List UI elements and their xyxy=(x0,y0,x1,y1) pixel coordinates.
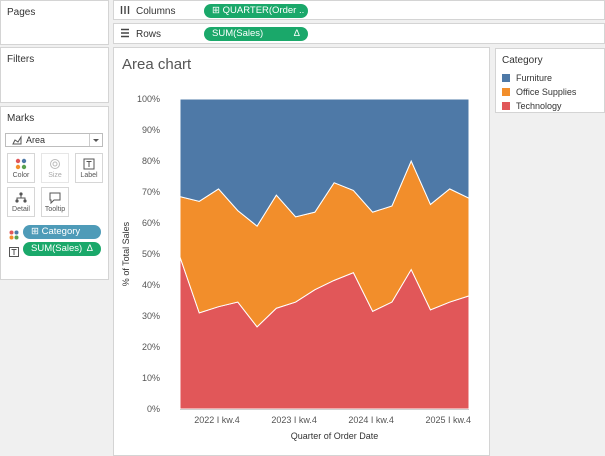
filters-panel: Filters xyxy=(0,47,109,103)
legend-label: Office Supplies xyxy=(516,87,577,97)
color-dots-icon xyxy=(9,227,19,245)
tooltip-button-label: Tooltip xyxy=(44,206,66,213)
legend-label: Technology xyxy=(516,101,562,111)
detail-icon xyxy=(8,192,34,206)
y-tick-label: 60% xyxy=(142,218,160,228)
y-tick-label: 10% xyxy=(142,373,160,383)
text-label-icon xyxy=(9,244,19,262)
legend-swatch xyxy=(502,102,510,110)
size-button[interactable]: Size xyxy=(41,153,69,183)
legend-label: Furniture xyxy=(516,73,553,83)
y-axis-title: % of Total Sales xyxy=(121,221,131,286)
y-tick-label: 20% xyxy=(142,342,160,352)
marks-field-category[interactable]: ⊞ Category xyxy=(7,225,107,240)
detail-button[interactable]: Detail xyxy=(7,187,35,217)
rows-label: Rows xyxy=(136,29,162,40)
pages-panel: Pages xyxy=(0,0,109,45)
pages-title: Pages xyxy=(7,7,36,18)
rows-icon xyxy=(120,28,130,41)
rows-shelf[interactable]: Rows SUM(Sales) Δ xyxy=(113,23,605,44)
detail-button-label: Detail xyxy=(12,206,30,213)
legend-swatch xyxy=(502,74,510,82)
columns-icon xyxy=(120,5,130,18)
filters-title: Filters xyxy=(7,54,35,65)
columns-shelf-label-wrap: Columns xyxy=(120,5,175,18)
legend-item-office-supplies[interactable]: Office Supplies xyxy=(502,87,576,97)
rows-pill[interactable]: SUM(Sales) Δ xyxy=(204,27,308,41)
color-button-label: Color xyxy=(12,172,30,179)
y-tick-label: 90% xyxy=(142,125,160,135)
columns-pill[interactable]: ⊞ QUARTER(Order .. xyxy=(204,4,308,18)
label-button[interactable]: Label xyxy=(75,153,103,183)
columns-label: Columns xyxy=(136,6,176,17)
marks-field-sales[interactable]: SUM(Sales) Δ xyxy=(7,242,107,257)
legend-title: Category xyxy=(502,55,543,66)
x-axis-title: Quarter of Order Date xyxy=(291,431,379,441)
legend-item-furniture[interactable]: Furniture xyxy=(502,73,552,83)
y-tick-label: 70% xyxy=(142,187,160,197)
tooltip-icon xyxy=(42,192,68,206)
y-tick-label: 80% xyxy=(142,156,160,166)
x-tick-label: 2024 I kw.4 xyxy=(348,415,394,425)
size-icon xyxy=(42,158,68,172)
columns-shelf[interactable]: Columns ⊞ QUARTER(Order .. xyxy=(113,0,605,20)
y-tick-label: 100% xyxy=(137,94,160,104)
x-tick-label: 2023 I kw.4 xyxy=(271,415,317,425)
legend-item-technology[interactable]: Technology xyxy=(502,101,562,111)
x-tick-label: 2022 I kw.4 xyxy=(194,415,240,425)
plus-box-icon: ⊞ xyxy=(212,5,220,16)
marks-title: Marks xyxy=(7,113,35,124)
area-series-furniture xyxy=(179,98,470,227)
chart-title: Area chart xyxy=(122,56,192,73)
category-legend: Category Furniture Office Supplies Techn… xyxy=(495,48,605,113)
chart-view: Area chart 0% 10% 20% 30% 40% 50% 60% 70% 80% 90%… xyxy=(113,47,490,456)
rows-shelf-label-wrap: Rows xyxy=(120,28,161,41)
y-tick-label: 0% xyxy=(147,404,160,414)
mark-type-label: Area xyxy=(26,135,46,145)
area-chart: 0% 10% 20% 30% 40% 50% 60% 70% 80% 90% 100% 2022 I … xyxy=(121,94,471,441)
chevron-down-icon[interactable] xyxy=(89,134,102,146)
color-dots-icon xyxy=(8,158,34,172)
sales-pill[interactable]: SUM(Sales) Δ xyxy=(23,242,101,256)
delta-icon: Δ xyxy=(293,28,300,39)
y-tick-label: 30% xyxy=(142,311,160,321)
delta-icon: Δ xyxy=(86,243,93,254)
columns-pill-label: QUARTER(Order .. xyxy=(222,5,305,16)
marks-panel: Marks Area Color Size Label Detail xyxy=(0,106,109,280)
mark-type-dropdown[interactable]: Area xyxy=(5,133,103,147)
category-pill-label: Category xyxy=(41,226,81,237)
legend-swatch xyxy=(502,88,510,96)
label-button-label: Label xyxy=(80,172,98,179)
y-tick-label: 50% xyxy=(142,249,160,259)
sales-pill-label: SUM(Sales) xyxy=(31,243,83,254)
category-pill[interactable]: ⊞ Category xyxy=(23,225,101,239)
color-button[interactable]: Color xyxy=(7,153,35,183)
plus-box-icon: ⊞ xyxy=(31,226,39,237)
area-chart-icon xyxy=(12,135,22,148)
size-button-label: Size xyxy=(48,172,62,179)
tooltip-button[interactable]: Tooltip xyxy=(41,187,69,217)
rows-pill-label: SUM(Sales) xyxy=(212,28,264,39)
x-tick-label: 2025 I kw.4 xyxy=(425,415,471,425)
y-tick-label: 40% xyxy=(142,280,160,290)
text-label-icon xyxy=(76,158,102,172)
